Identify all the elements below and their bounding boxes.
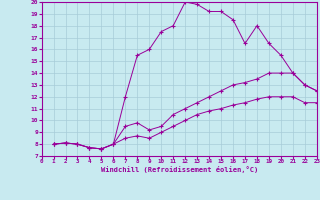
X-axis label: Windchill (Refroidissement éolien,°C): Windchill (Refroidissement éolien,°C) bbox=[100, 166, 258, 173]
